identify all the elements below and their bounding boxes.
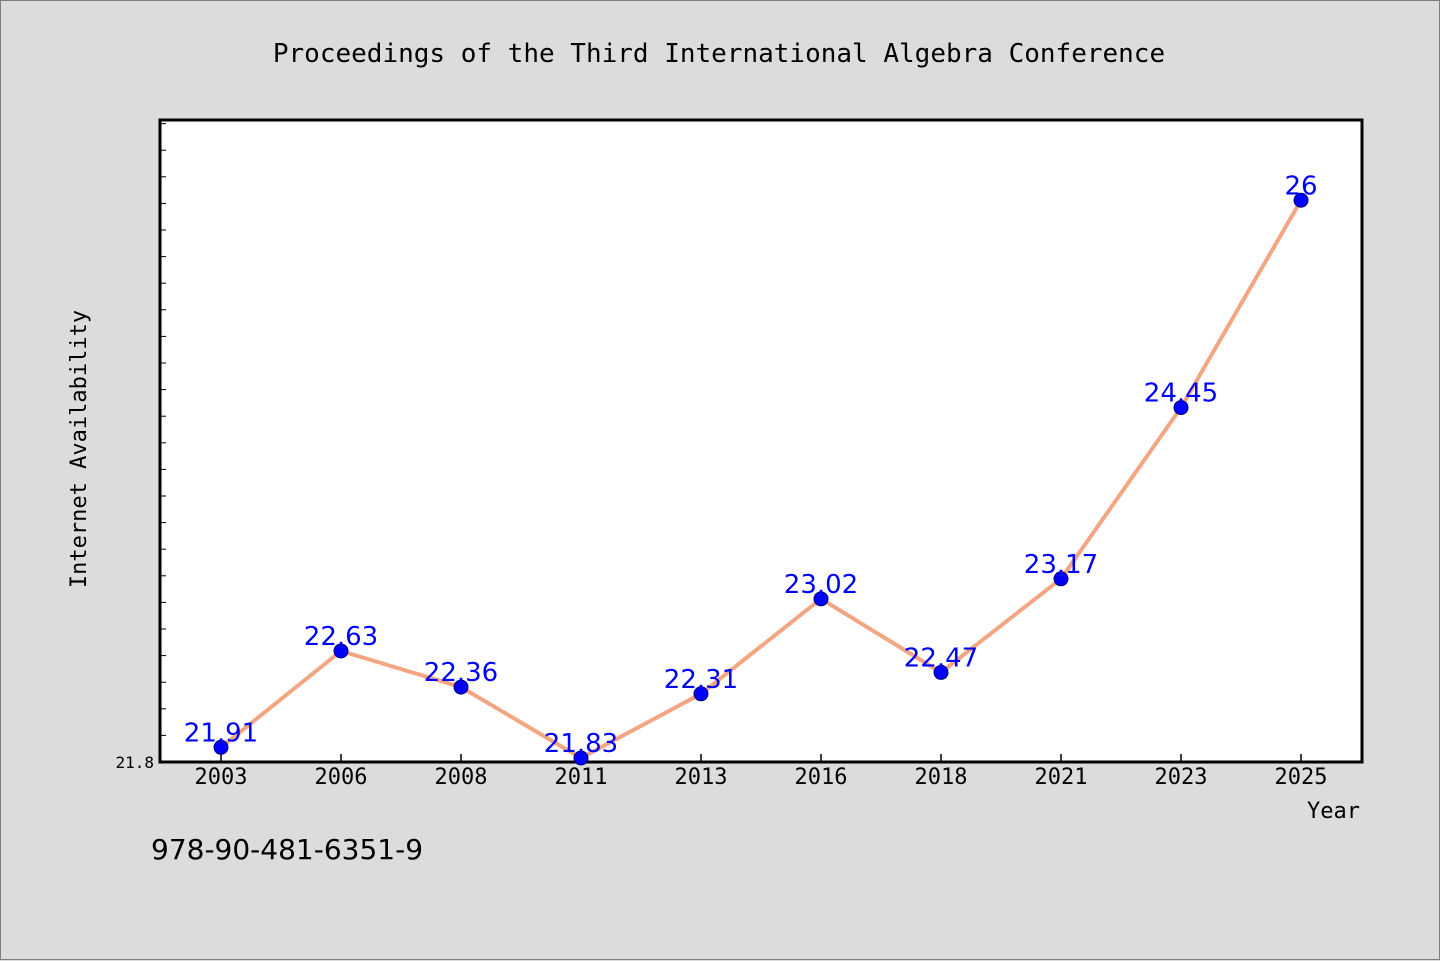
plot-area (158, 118, 1364, 764)
x-axis-label: Year (1307, 799, 1360, 824)
data-label: 23.02 (784, 570, 858, 600)
data-label: 21.91 (184, 718, 258, 748)
data-point (213, 739, 229, 755)
x-tick-label: 2008 (435, 765, 488, 790)
data-labels: 21.91 22.63 22.36 21.83 22.31 23.02 22.47 23.17… (184, 171, 1318, 759)
x-tick-label: 2025 (1275, 765, 1328, 790)
data-label: 22.47 (904, 643, 978, 673)
data-point (933, 664, 949, 680)
y-tick-label: 21.8 (115, 753, 154, 772)
data-point (573, 750, 589, 766)
x-tick-label: 2006 (315, 765, 368, 790)
data-point (693, 686, 709, 702)
data-label: 22.63 (304, 622, 378, 652)
data-label: 26 (1284, 171, 1317, 201)
data-markers (213, 192, 1309, 766)
data-point (1173, 400, 1189, 416)
series-line (219, 198, 1303, 760)
x-axis-ticks (220, 754, 1302, 762)
data-point (333, 643, 349, 659)
x-tick-label: 2023 (1155, 765, 1208, 790)
x-tick-label: 2018 (915, 765, 968, 790)
x-tick-label: 2016 (795, 765, 848, 790)
chart-title: Proceedings of the Third International A… (273, 39, 1165, 69)
data-point (1293, 192, 1309, 208)
data-label: 22.31 (664, 665, 738, 695)
y-axis-tick-labels: 21.8 (115, 753, 154, 772)
x-tick-label: 2003 (195, 765, 248, 790)
data-point (1053, 571, 1069, 587)
series-lines (219, 198, 1303, 760)
data-point (453, 679, 469, 695)
isbn-text: 978-90-481-6351-9 (151, 833, 424, 866)
data-label: 24.45 (1144, 379, 1218, 409)
data-label: 23.17 (1024, 550, 1098, 580)
data-label: 21.83 (544, 729, 618, 759)
y-axis-label: Internet Availability (67, 310, 92, 588)
x-tick-label: 2011 (555, 765, 608, 790)
x-tick-label: 2021 (1035, 765, 1088, 790)
data-point (813, 591, 829, 607)
x-tick-label: 2013 (675, 765, 728, 790)
x-axis-tick-labels: 2003 2006 2008 2011 2013 2016 2018 2021 2023 2025 (195, 765, 1328, 790)
y-axis-ticks (160, 123, 166, 736)
data-label: 22.36 (424, 658, 498, 688)
